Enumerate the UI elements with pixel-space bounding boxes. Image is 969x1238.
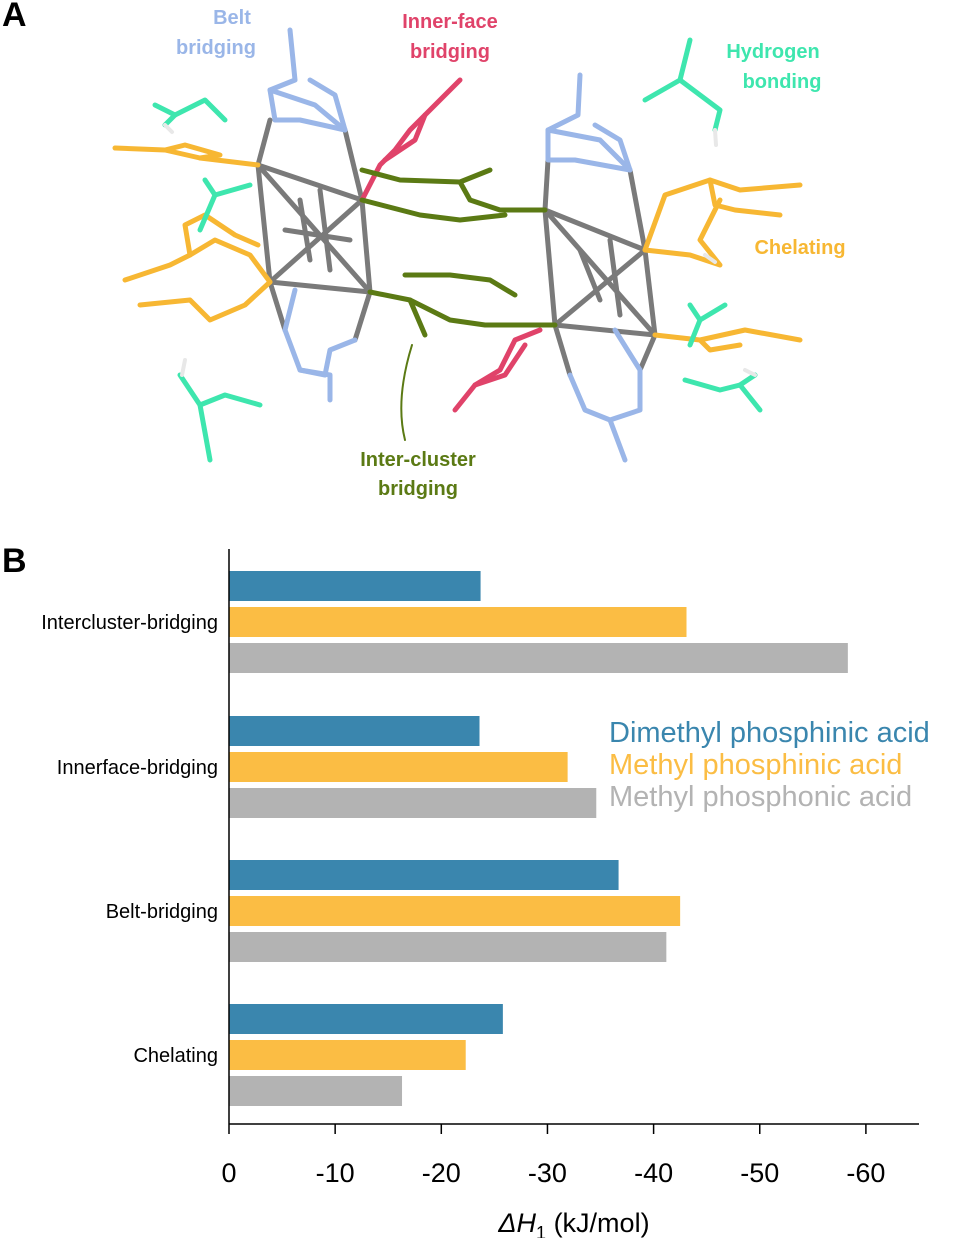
inter-cluster-bridging-label: Inter-cluster bridging: [360, 449, 476, 500]
hydrogen-bonding-ligands: [152, 37, 763, 463]
x-axis-label-unit: (kJ/mol): [546, 1208, 650, 1238]
belt-bridging-label: Belt bridging: [176, 7, 256, 59]
bar-2-4: [229, 1040, 466, 1070]
legend-entry-1: Dimethyl phosphinic acid: [609, 717, 930, 749]
category-label: Intercluster-bridging: [41, 612, 218, 634]
left-cluster-core: [255, 117, 373, 343]
bar-3-3: [229, 932, 667, 962]
chelating-ligands: [112, 142, 803, 353]
x-tick-label: -30: [528, 1158, 567, 1188]
x-axis-label-symbol: ΔH: [497, 1208, 536, 1238]
hydrogen-atoms: [163, 123, 757, 377]
inter-cluster-pointer-line: [400, 344, 413, 441]
bars: [229, 571, 848, 1106]
bar-3-1: [229, 643, 848, 673]
bar-2-2: [229, 752, 568, 782]
bar-3-4: [229, 1076, 403, 1106]
hydrogen-bonding-label-line1: Hydrogen: [726, 41, 819, 63]
inter-cluster-bridging-ligands: [359, 167, 558, 338]
bar-1-3: [229, 860, 619, 890]
inner-face-bridging-label: Inner-face bridging: [402, 11, 498, 63]
inner-face-bridging-ligands: [359, 77, 543, 413]
panel-a-letter: A: [2, 0, 27, 34]
chelating-label-line1: Chelating: [754, 237, 845, 259]
x-tick-label: 0: [221, 1158, 236, 1188]
bar-1-1: [229, 571, 481, 601]
x-axis-label-subscript: 1: [536, 1223, 546, 1238]
right-cluster-core: [542, 157, 658, 378]
category-label: Innerface-bridging: [57, 757, 218, 779]
legend-entry-3: Methyl phosphonic acid: [609, 781, 912, 813]
category-label: Chelating: [133, 1045, 218, 1067]
inter-cluster-bridging-label-line1: Inter-cluster: [360, 449, 476, 471]
belt-bridging-ligands: [267, 27, 643, 463]
bar-1-2: [229, 716, 480, 746]
bar-3-2: [229, 788, 597, 818]
legend-entry-2: Methyl phosphinic acid: [609, 749, 902, 781]
belt-bridging-label-line1: Belt: [213, 7, 251, 29]
x-axis-ticks: 0 -10 -20 -30 -40 -50 -60: [221, 1124, 885, 1188]
panel-b-letter: B: [2, 542, 27, 580]
bar-2-1: [229, 607, 687, 637]
x-tick-label: -60: [846, 1158, 885, 1188]
bar-2-3: [229, 896, 681, 926]
x-tick-label: -50: [740, 1158, 779, 1188]
hydrogen-bonding-label: Hydrogen bonding: [726, 41, 821, 93]
category-label: Belt-bridging: [106, 901, 218, 923]
y-axis-category-labels: Intercluster-bridging Innerface-bridging B…: [41, 612, 218, 1067]
x-tick-label: -10: [316, 1158, 355, 1188]
x-tick-label: -20: [422, 1158, 461, 1188]
hydrogen-bonding-label-line2: bonding: [743, 71, 822, 93]
molecular-structure-illustration: [112, 27, 803, 463]
x-tick-label: -40: [634, 1158, 673, 1188]
bar-1-4: [229, 1004, 503, 1034]
inner-face-bridging-label-line1: Inner-face: [402, 11, 498, 33]
belt-bridging-label-line2: bridging: [176, 37, 256, 59]
chelating-label: Chelating: [754, 237, 845, 259]
bar-chart: 0 -10 -20 -30 -40 -50 -60 Intercluster-bridgin…: [41, 549, 930, 1238]
x-axis-label: ΔH1 (kJ/mol): [497, 1208, 649, 1238]
inner-face-bridging-label-line2: bridging: [410, 41, 490, 63]
inter-cluster-bridging-label-line2: bridging: [378, 478, 458, 500]
